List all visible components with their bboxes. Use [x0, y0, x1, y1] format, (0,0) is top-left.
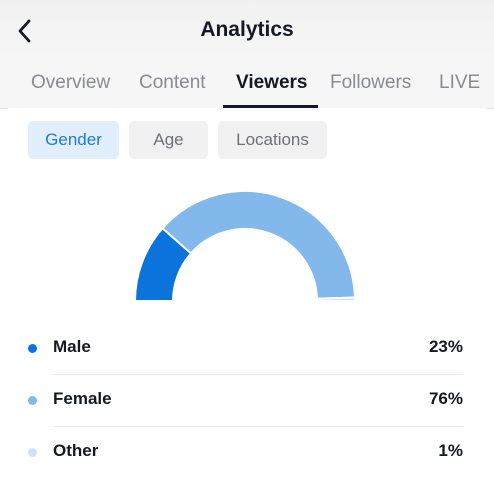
- legend-value-female: 76%: [428, 389, 463, 408]
- tab-bar: Overview Content Viewers Followers LIVE: [0, 58, 494, 109]
- legend-dot-male: [28, 344, 37, 353]
- filter-age[interactable]: Age: [129, 121, 208, 159]
- tab-content[interactable]: Content: [139, 72, 206, 93]
- legend-label-female: Female: [53, 389, 112, 408]
- legend-dot-female: [28, 396, 37, 405]
- back-button[interactable]: [10, 16, 40, 46]
- viewers-card: Gender Age Locations Male 23% Female 76%…: [8, 108, 486, 500]
- active-tab-indicator: [223, 105, 318, 108]
- filter-locations[interactable]: Locations: [218, 121, 327, 159]
- page-title: Analytics: [200, 18, 294, 41]
- chevron-left-icon: [18, 19, 31, 43]
- gauge-segment-other: [315, 296, 357, 302]
- legend-label-male: Male: [53, 337, 91, 356]
- tab-followers[interactable]: Followers: [330, 72, 412, 93]
- legend-row-other: Other 1%: [8, 426, 486, 478]
- tab-overview[interactable]: Overview: [31, 72, 111, 93]
- tab-viewers[interactable]: Viewers: [236, 72, 308, 93]
- divider: [53, 374, 463, 375]
- header: Analytics: [0, 0, 494, 58]
- tab-live[interactable]: LIVE: [439, 72, 481, 93]
- divider: [53, 426, 463, 427]
- legend-value-other: 1%: [438, 441, 463, 460]
- gender-gauge-chart: [133, 190, 357, 302]
- legend-row-male: Male 23%: [8, 322, 486, 374]
- legend-value-male: 23%: [428, 337, 463, 356]
- legend-dot-other: [28, 448, 37, 457]
- legend-label-other: Other: [53, 441, 99, 460]
- filter-gender[interactable]: Gender: [28, 121, 119, 159]
- legend-row-female: Female 76%: [8, 374, 486, 426]
- gauge-segment-female: [161, 190, 356, 300]
